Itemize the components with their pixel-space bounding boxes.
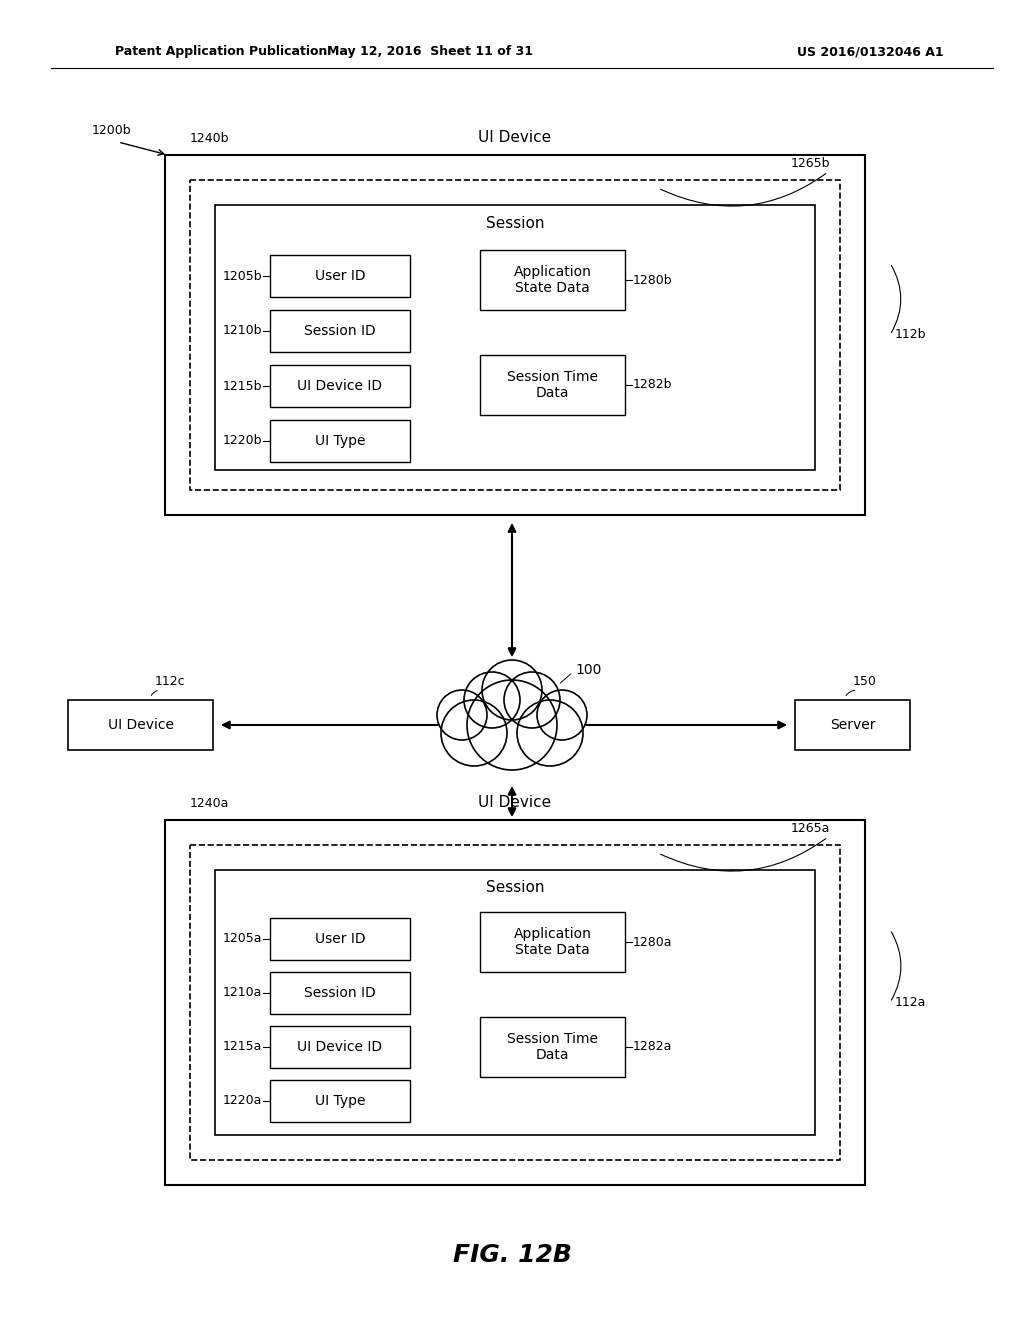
Text: UI Device: UI Device [108,718,173,733]
Text: Session ID: Session ID [304,986,376,1001]
Text: Session Time
Data: Session Time Data [507,1032,598,1063]
Text: User ID: User ID [314,269,366,282]
Text: Session: Session [485,880,544,895]
Text: 100: 100 [575,663,601,677]
Text: UI Device: UI Device [478,129,552,145]
Bar [270,255,410,297]
Text: 1265b: 1265b [791,157,830,170]
Text: 112c: 112c [155,675,185,688]
Text: US 2016/0132046 A1: US 2016/0132046 A1 [797,45,943,58]
Text: 1205a: 1205a [222,932,262,945]
Text: Server: Server [829,718,876,733]
Text: 1282b: 1282b [633,379,673,392]
Bar [795,700,910,750]
Text: Session Time
Data: Session Time Data [507,370,598,400]
Bar [480,912,625,972]
Text: 1215b: 1215b [222,380,262,392]
Bar [215,205,815,470]
Text: UI Type: UI Type [314,434,366,447]
Text: 112a: 112a [895,997,927,1008]
Bar [480,249,625,310]
Circle shape [537,690,587,741]
Text: 1240a: 1240a [190,797,229,810]
Bar [480,1016,625,1077]
Circle shape [517,700,583,766]
Text: 112b: 112b [895,329,927,342]
Text: UI Type: UI Type [314,1094,366,1107]
Circle shape [504,672,560,729]
Text: 1205b: 1205b [222,269,262,282]
Circle shape [441,700,507,766]
Circle shape [464,672,520,729]
Bar [480,355,625,414]
Text: 1210b: 1210b [222,325,262,338]
Bar [270,310,410,352]
Text: UI Device ID: UI Device ID [297,379,383,393]
Text: Application
State Data: Application State Data [514,265,592,296]
Text: 1215a: 1215a [222,1040,262,1053]
Text: Application
State Data: Application State Data [514,927,592,957]
Bar [270,1026,410,1068]
Bar [190,180,840,490]
Text: 1265a: 1265a [791,822,830,836]
Text: User ID: User ID [314,932,366,946]
Circle shape [482,660,542,719]
Text: 1220a: 1220a [222,1094,262,1107]
Text: 1282a: 1282a [633,1040,673,1053]
Text: UI Device ID: UI Device ID [297,1040,383,1053]
Bar [270,1080,410,1122]
Bar [270,366,410,407]
Text: Session ID: Session ID [304,323,376,338]
Text: May 12, 2016  Sheet 11 of 31: May 12, 2016 Sheet 11 of 31 [327,45,534,58]
Text: 1280a: 1280a [633,936,673,949]
Text: FIG. 12B: FIG. 12B [453,1243,571,1267]
Bar [68,700,213,750]
Text: UI Device: UI Device [478,795,552,810]
Bar [215,870,815,1135]
Bar [270,420,410,462]
Circle shape [467,680,557,770]
Text: 1240b: 1240b [190,132,229,145]
Text: 1280b: 1280b [633,273,673,286]
Bar [165,820,865,1185]
Text: Session: Session [485,215,544,231]
Circle shape [437,690,487,741]
Bar [165,154,865,515]
Text: 150: 150 [853,675,877,688]
Bar [270,917,410,960]
Bar [270,972,410,1014]
Text: 1210a: 1210a [222,986,262,999]
Text: Patent Application Publication: Patent Application Publication [115,45,328,58]
Text: 1200b: 1200b [92,124,132,136]
Bar [190,845,840,1160]
Text: 1220b: 1220b [222,434,262,447]
